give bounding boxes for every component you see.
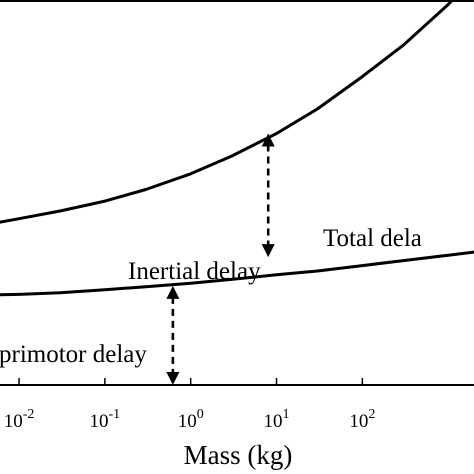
inertial-delay-label: Inertial delay	[128, 258, 261, 285]
x-tick-label-0: 10-2	[4, 407, 35, 432]
x-axis-tick-labels: 10-2 10-1 100 101 102	[4, 407, 376, 432]
total-delay-label: Total dela	[323, 225, 422, 252]
x-tick-label-4: 102	[349, 407, 375, 432]
series-line-0	[0, 0, 455, 224]
neuromotor-delay-label: primotor delay	[0, 341, 147, 368]
annotation-arrows	[166, 133, 275, 385]
x-axis-ticks	[18, 378, 364, 385]
x-tick-label-1: 10-1	[90, 407, 121, 432]
arrow-head-down-1	[166, 372, 180, 385]
arrow-head-up-0	[261, 133, 275, 147]
arrow-head-up-1	[166, 285, 180, 299]
series-line-1	[0, 250, 474, 297]
x-tick-label-2: 100	[178, 407, 204, 432]
plot-frame	[0, 0, 474, 386]
arrow-head-down-0	[261, 244, 275, 258]
series-layer	[0, 0, 474, 297]
x-axis-label: Mass (kg)	[184, 440, 293, 470]
x-tick-label-3: 101	[264, 407, 290, 432]
